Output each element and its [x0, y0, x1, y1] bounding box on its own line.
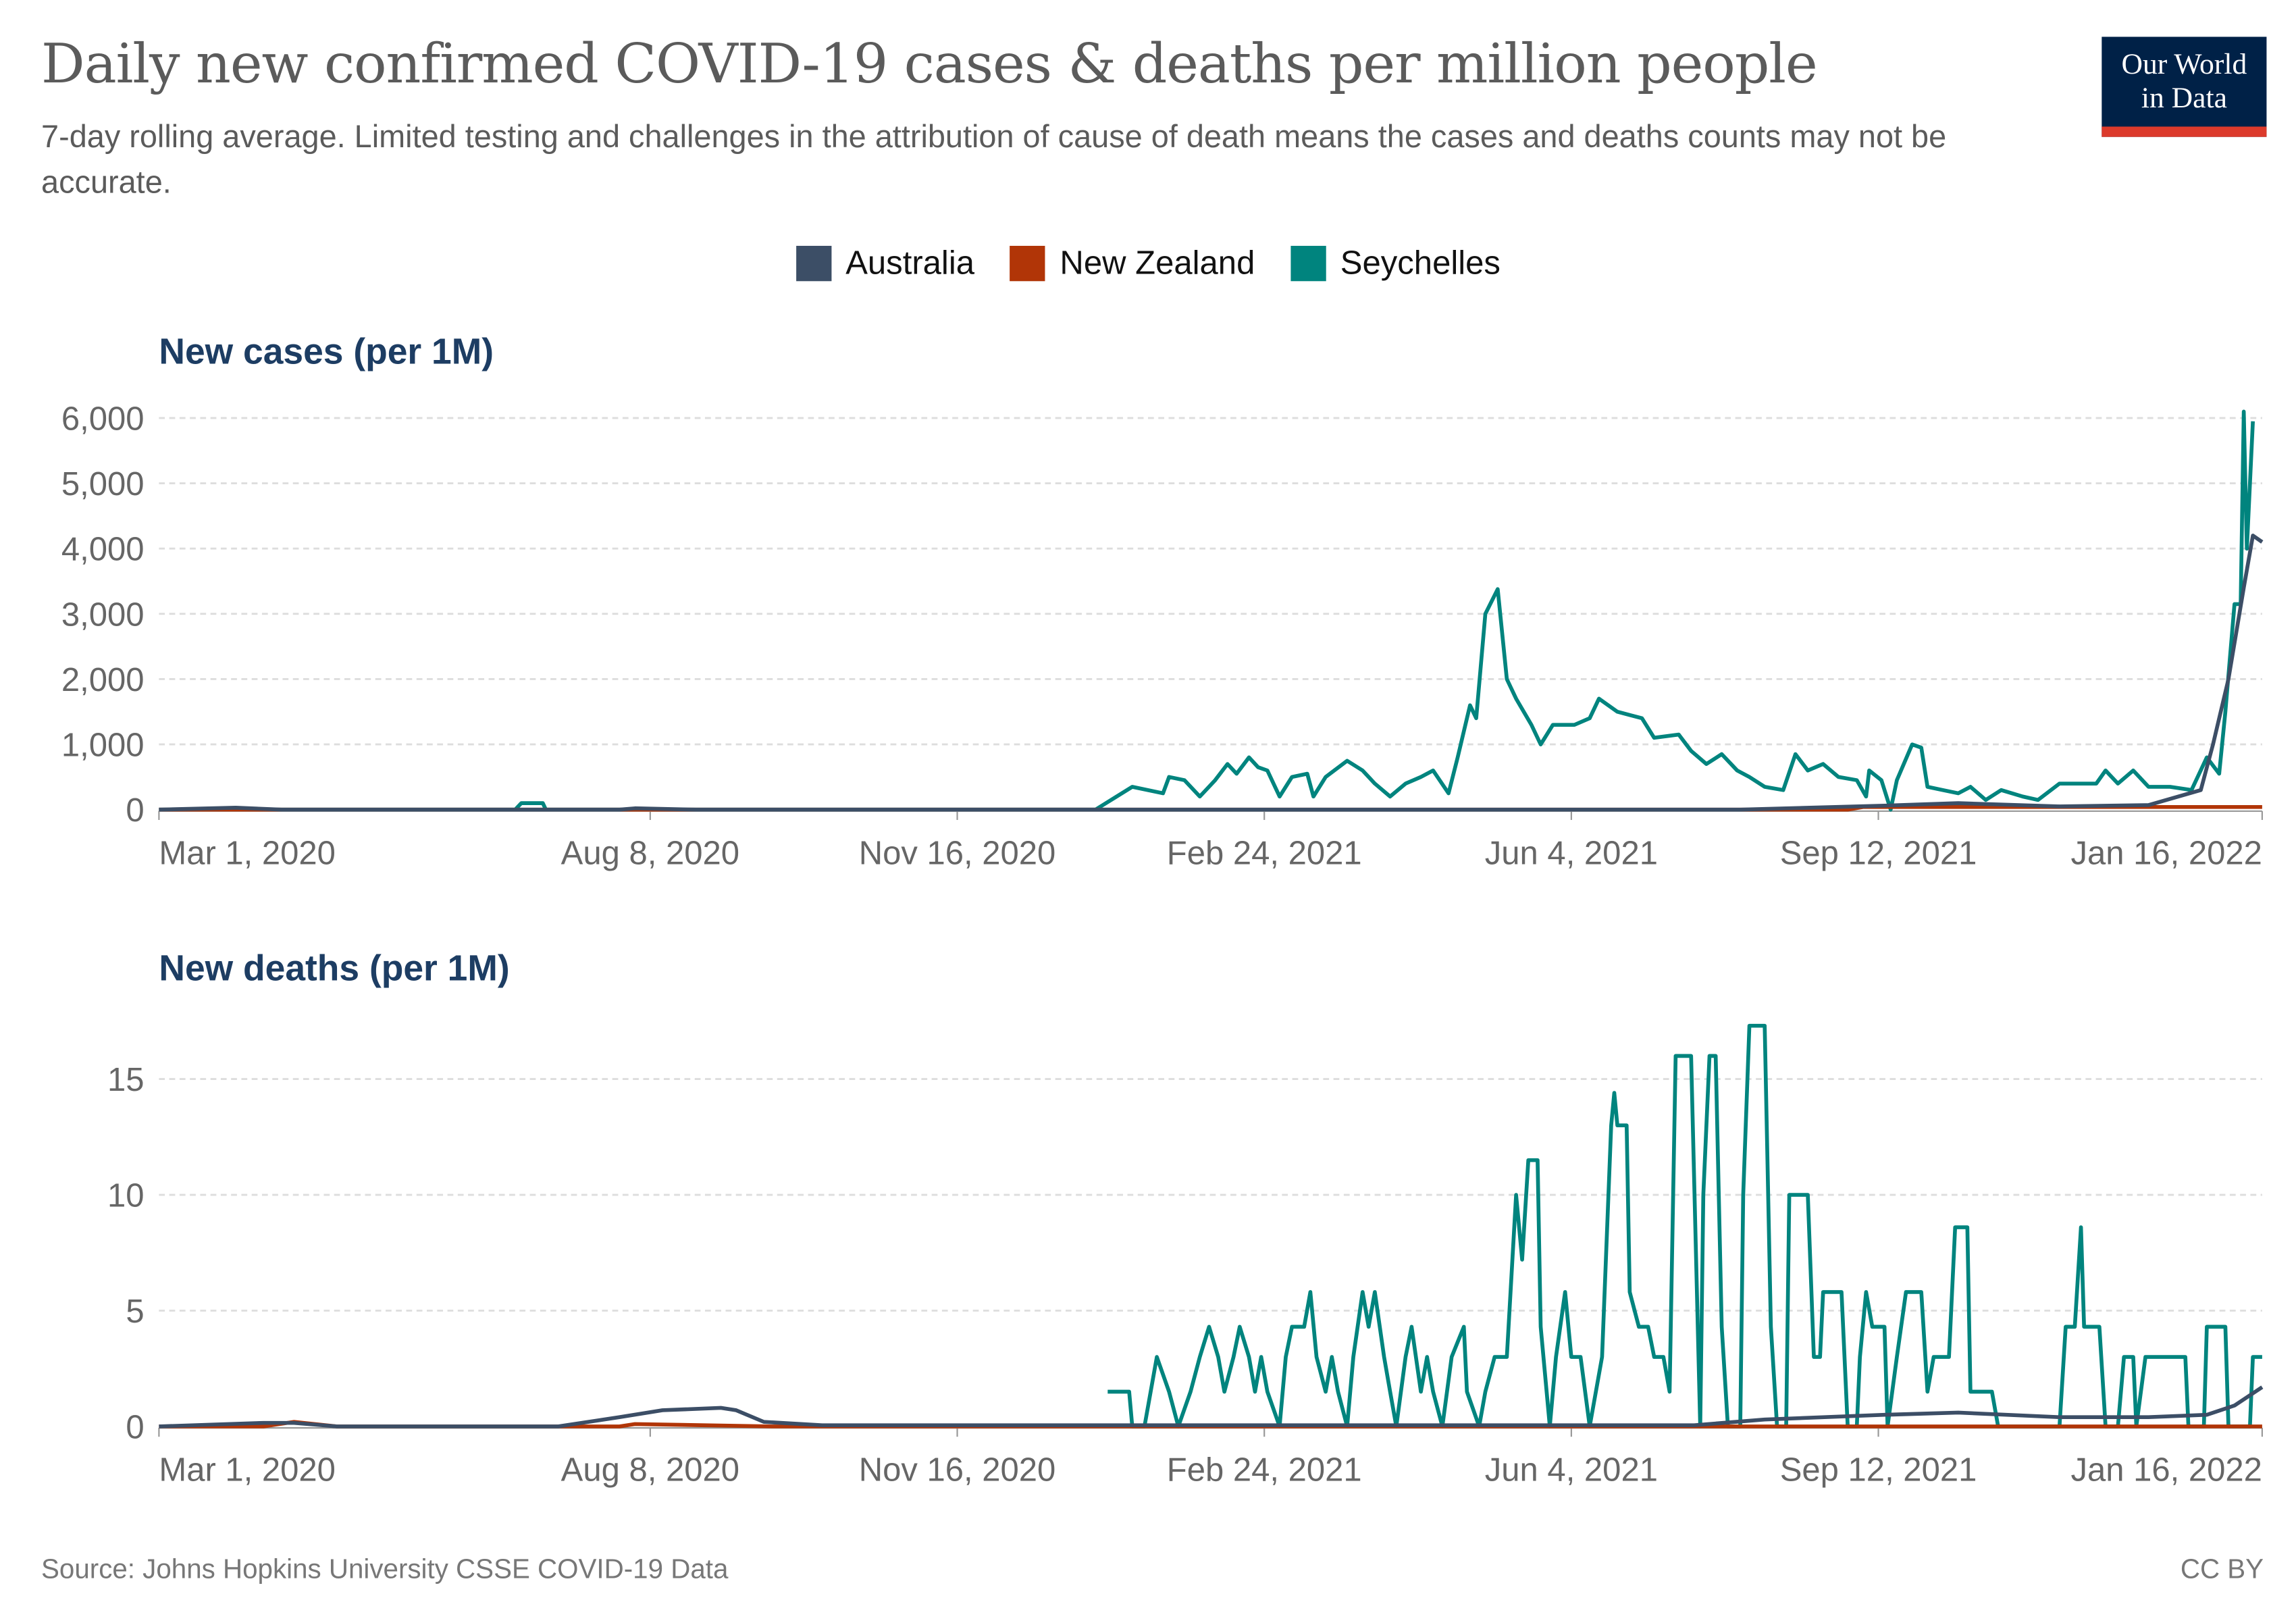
- series-line-australia: [159, 1385, 2264, 1429]
- x-tick-label: Sep 12, 2021: [1780, 1452, 1977, 1489]
- series-line-australia: [159, 534, 2264, 812]
- legend: Australia New Zealand Seychelles: [0, 245, 2296, 283]
- cases-chart: 0 1,000 2,000 3,000 4,000 5,000 6,000 Mar 1, 20…: [61, 401, 2264, 871]
- y-tick-label: 5: [126, 1293, 144, 1330]
- legend-label: Seychelles: [1340, 244, 1501, 282]
- x-tick-label: Aug 8, 2020: [561, 835, 739, 871]
- logo-red-bar: [2102, 126, 2267, 137]
- deaths-panel-title: New deaths (per 1M): [159, 949, 510, 989]
- x-tick-label: Feb 24, 2021: [1167, 835, 1362, 871]
- series-line-seychelles: [159, 409, 2255, 812]
- y-tick-label: 5,000: [61, 466, 145, 503]
- logo-line-1: Our World: [2121, 48, 2247, 81]
- x-tick-label: Sep 12, 2021: [1780, 835, 1977, 871]
- x-tick-label: Jun 4, 2021: [1485, 1452, 1658, 1489]
- legend-swatch: [1290, 245, 1326, 282]
- legend-swatch: [795, 245, 831, 282]
- x-tick-label: Aug 8, 2020: [561, 1452, 739, 1489]
- x-tick-label: Jan 16, 2022: [2070, 835, 2262, 871]
- legend-item-new-zealand[interactable]: New Zealand: [1010, 245, 1255, 283]
- chart-subtitle: 7-day rolling average. Limited testing a…: [41, 119, 1947, 201]
- y-tick-label: 10: [107, 1177, 145, 1214]
- logo-line-2: in Data: [2141, 82, 2227, 115]
- x-tick-label: Mar 1, 2020: [159, 835, 336, 871]
- y-tick-label: 1,000: [61, 727, 145, 764]
- x-tick-label: Nov 16, 2020: [859, 835, 1056, 871]
- y-tick-label: 2,000: [61, 662, 145, 698]
- series-line-seychelles: [1107, 1023, 2262, 1429]
- legend-label: New Zealand: [1060, 244, 1255, 282]
- y-tick-label: 0: [126, 1409, 144, 1445]
- cases-panel-title: New cases (per 1M): [159, 332, 494, 373]
- legend-item-seychelles[interactable]: Seychelles: [1290, 245, 1501, 283]
- deaths-chart: 0 5 10 15 Mar 1, 2020 Aug 8, 2020 Nov 16, 2020…: [107, 1023, 2264, 1489]
- owid-logo[interactable]: Our World in Data: [2102, 36, 2267, 137]
- y-tick-label: 6,000: [61, 401, 145, 437]
- y-tick-label: 0: [126, 792, 144, 829]
- chart-title: Daily new confirmed COVID-19 cases & dea…: [41, 32, 1818, 96]
- legend-item-australia[interactable]: Australia: [795, 245, 974, 283]
- legend-label: Australia: [845, 244, 974, 282]
- x-tick-label: Nov 16, 2020: [859, 1452, 1056, 1489]
- y-tick-label: 3,000: [61, 596, 145, 633]
- y-tick-label: 15: [107, 1062, 145, 1098]
- y-tick-label: 4,000: [61, 532, 145, 568]
- x-tick-label: Feb 24, 2021: [1167, 1452, 1362, 1489]
- legend-swatch: [1010, 245, 1045, 282]
- license-link[interactable]: CC BY: [2180, 1553, 2264, 1585]
- source-note: Source: Johns Hopkins University CSSE CO…: [41, 1553, 729, 1585]
- x-tick-label: Jun 4, 2021: [1485, 835, 1658, 871]
- x-tick-label: Mar 1, 2020: [159, 1452, 336, 1489]
- x-tick-label: Jan 16, 2022: [2070, 1452, 2262, 1489]
